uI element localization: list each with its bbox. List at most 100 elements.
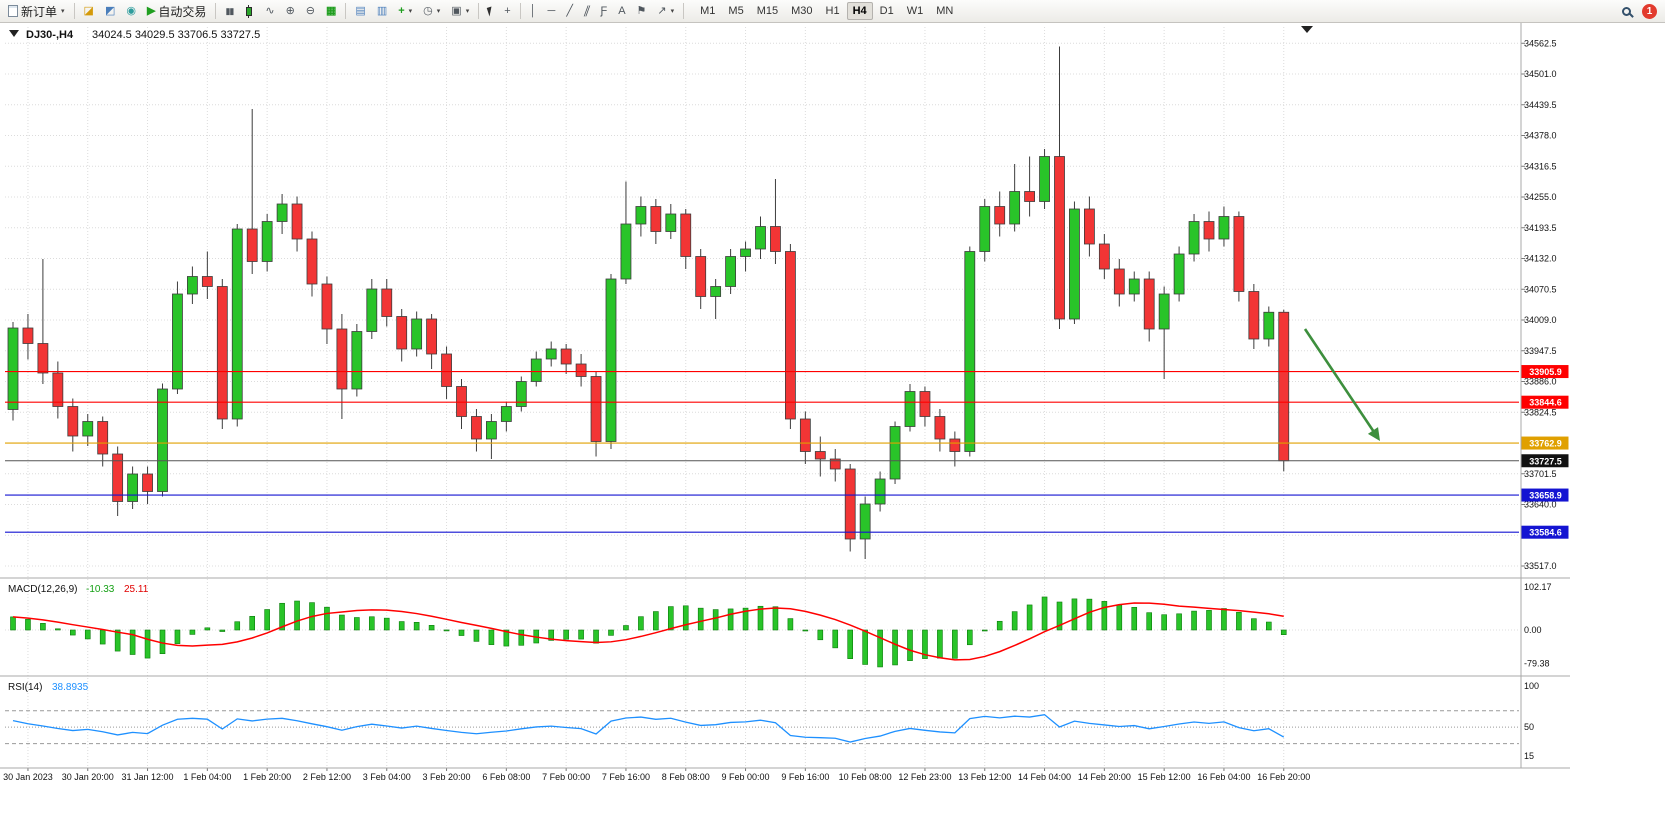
- bar-chart-mode-button[interactable]: ▮▮: [220, 1, 238, 21]
- svg-text:1 Feb 04:00: 1 Feb 04:00: [183, 772, 231, 782]
- svg-text:33824.5: 33824.5: [1524, 407, 1557, 417]
- timeframe-button-h1[interactable]: H1: [820, 2, 846, 20]
- search-icon: [1622, 6, 1631, 16]
- price-chart[interactable]: 30 Jan 2023 30 Jan 20:00 31 Jan 12:00 1 Feb…: [0, 23, 1665, 839]
- fibonacci-tool-button[interactable]: Ƒ: [595, 1, 612, 21]
- svg-text:34193.5: 34193.5: [1524, 223, 1557, 233]
- shapes-tool-button[interactable]: ↗ ▾: [652, 1, 679, 21]
- line-chart-mode-button[interactable]: ∿: [260, 1, 279, 21]
- price-tag-33584.6: [1521, 525, 1569, 539]
- horizontal-line-tool-button[interactable]: ─: [543, 1, 561, 21]
- caret-down-icon: ▾: [670, 7, 675, 15]
- price-tag-33905.9: [1521, 365, 1569, 379]
- timeframe-button-d1[interactable]: D1: [874, 2, 900, 20]
- clock-icon: ◷: [423, 4, 433, 17]
- timeframe-button-mn[interactable]: MN: [930, 2, 959, 20]
- toolbar-separator: [683, 3, 685, 19]
- svg-text:33517.0: 33517.0: [1524, 561, 1557, 571]
- market-watch-button[interactable]: ◪: [79, 1, 99, 21]
- toolbar-separator: [73, 3, 75, 19]
- svg-text:34439.5: 34439.5: [1524, 100, 1557, 110]
- chart-objects[interactable]: [5, 328, 1519, 533]
- axes[interactable]: 30 Jan 2023 30 Jan 20:00 31 Jan 12:00 1 Feb…: [0, 23, 1570, 782]
- timeframe-button-m30[interactable]: M30: [785, 2, 818, 20]
- trend-arrow-head: [1367, 427, 1380, 441]
- svg-text:34378.0: 34378.0: [1524, 131, 1557, 141]
- period-selector-button[interactable]: ◷ ▾: [418, 1, 445, 21]
- timeframe-toolbar: M1 M5 M15 M30 H1 H4 D1 W1 MN: [694, 2, 959, 20]
- horizontal-line-icon: ─: [547, 4, 556, 17]
- macd-panel: [5, 596, 1519, 668]
- timeframe-button-w1[interactable]: W1: [901, 2, 930, 20]
- svg-text:30 Jan 20:00: 30 Jan 20:00: [62, 772, 114, 782]
- cascade-windows-icon: ▥: [376, 4, 388, 17]
- template-icon: ▣: [451, 4, 462, 17]
- price-tag-33762.9: [1521, 436, 1569, 450]
- zoom-in-button[interactable]: ⊕: [281, 1, 300, 21]
- crosshair-tool-button[interactable]: +: [499, 1, 515, 21]
- label-flag-icon: ⚑: [636, 4, 647, 17]
- arrow-shapes-icon: ↗: [657, 4, 667, 17]
- timeframe-button-h4[interactable]: H4: [846, 2, 873, 20]
- fibonacci-icon: Ƒ: [600, 4, 608, 17]
- trendline-icon: ╱: [566, 4, 573, 17]
- crosshair-icon: +: [504, 4, 511, 17]
- svg-text:12 Feb 23:00: 12 Feb 23:00: [898, 772, 951, 782]
- svg-text:14 Feb 20:00: 14 Feb 20:00: [1078, 772, 1131, 782]
- svg-text:16 Feb 04:00: 16 Feb 04:00: [1197, 772, 1250, 782]
- arrange-windows-button[interactable]: ▤: [350, 1, 370, 21]
- search-button[interactable]: [1617, 1, 1641, 21]
- macd-label: MACD(12,26,9): [8, 584, 77, 595]
- price-tag-33658.9: [1521, 488, 1569, 502]
- new-order-icon: [8, 5, 18, 17]
- one-click-trading-arrow[interactable]: [9, 30, 19, 37]
- svg-text:34501.0: 34501.0: [1524, 69, 1557, 79]
- rsi-label: RSI(14): [8, 682, 42, 693]
- trendline-tool-button[interactable]: ╱: [561, 1, 578, 21]
- svg-text:34009.0: 34009.0: [1524, 315, 1557, 325]
- timeframe-button-m1[interactable]: M1: [694, 2, 721, 20]
- timeframe-button-m15[interactable]: M15: [751, 2, 784, 20]
- svg-text:9 Feb 00:00: 9 Feb 00:00: [722, 772, 770, 782]
- zoom-out-button[interactable]: ⊖: [301, 1, 320, 21]
- channel-tool-button[interactable]: ∥: [579, 1, 595, 21]
- text-tool-button[interactable]: A: [613, 1, 630, 21]
- svg-text:34255.0: 34255.0: [1524, 192, 1557, 202]
- main-toolbar: 新订单 ▾ ◪ ◩ ◉ ▶ 自动交易 ▮▮ ∿ ⊕ ⊖ ▦ ▤ ▥ + ▾ ◷ …: [0, 0, 1665, 23]
- chart-shift-marker[interactable]: [1301, 26, 1313, 33]
- cursor-tool-button[interactable]: [483, 1, 498, 21]
- navigator-icon: ◩: [104, 4, 116, 17]
- cascade-windows-button[interactable]: ▥: [372, 1, 392, 21]
- svg-text:33762.9: 33762.9: [1529, 439, 1562, 449]
- svg-text:15: 15: [1524, 751, 1534, 761]
- toolbar-separator: [519, 3, 521, 19]
- chart-symbol-title: DJ30-,H4: [26, 29, 74, 41]
- svg-text:33727.5: 33727.5: [1529, 456, 1562, 466]
- trend-arrow[interactable]: [1303, 328, 1377, 436]
- vertical-line-tool-button[interactable]: │: [525, 1, 542, 21]
- timeframe-button-m5[interactable]: M5: [722, 2, 749, 20]
- rsi-panel: [5, 710, 1519, 745]
- caret-down-icon: ▾: [436, 7, 441, 15]
- auto-trading-button[interactable]: ▶ 自动交易: [142, 1, 211, 21]
- notification-badge[interactable]: 1: [1642, 3, 1657, 19]
- navigator-button[interactable]: ◩: [100, 1, 120, 21]
- label-tool-button[interactable]: ⚑: [632, 1, 652, 21]
- bid-price-tag: [1521, 454, 1569, 468]
- candlestick-mode-button[interactable]: [239, 1, 259, 21]
- svg-text:7 Feb 16:00: 7 Feb 16:00: [602, 772, 650, 782]
- community-button[interactable]: ◉: [121, 1, 141, 21]
- chart-labels: DJ30-,H4 34024.5 34029.5 33706.5 33727.5 M…: [8, 26, 1313, 693]
- new-chart-button[interactable]: + ▾: [393, 1, 417, 21]
- tile-windows-button[interactable]: ▦: [321, 1, 341, 21]
- auto-trading-label: 自动交易: [158, 4, 207, 19]
- svg-text:33584.6: 33584.6: [1529, 528, 1562, 538]
- caret-down-icon: ▾: [408, 7, 413, 15]
- svg-text:16 Feb 20:00: 16 Feb 20:00: [1257, 772, 1310, 782]
- svg-text:33640.0: 33640.0: [1524, 500, 1557, 510]
- macd-value-signal: 25.11: [124, 584, 149, 595]
- template-selector-button[interactable]: ▣ ▾: [446, 1, 474, 21]
- text-tool-icon: A: [618, 4, 626, 17]
- macd-value-main: -10.33: [86, 584, 115, 595]
- new-order-button[interactable]: 新订单 ▾: [3, 1, 70, 21]
